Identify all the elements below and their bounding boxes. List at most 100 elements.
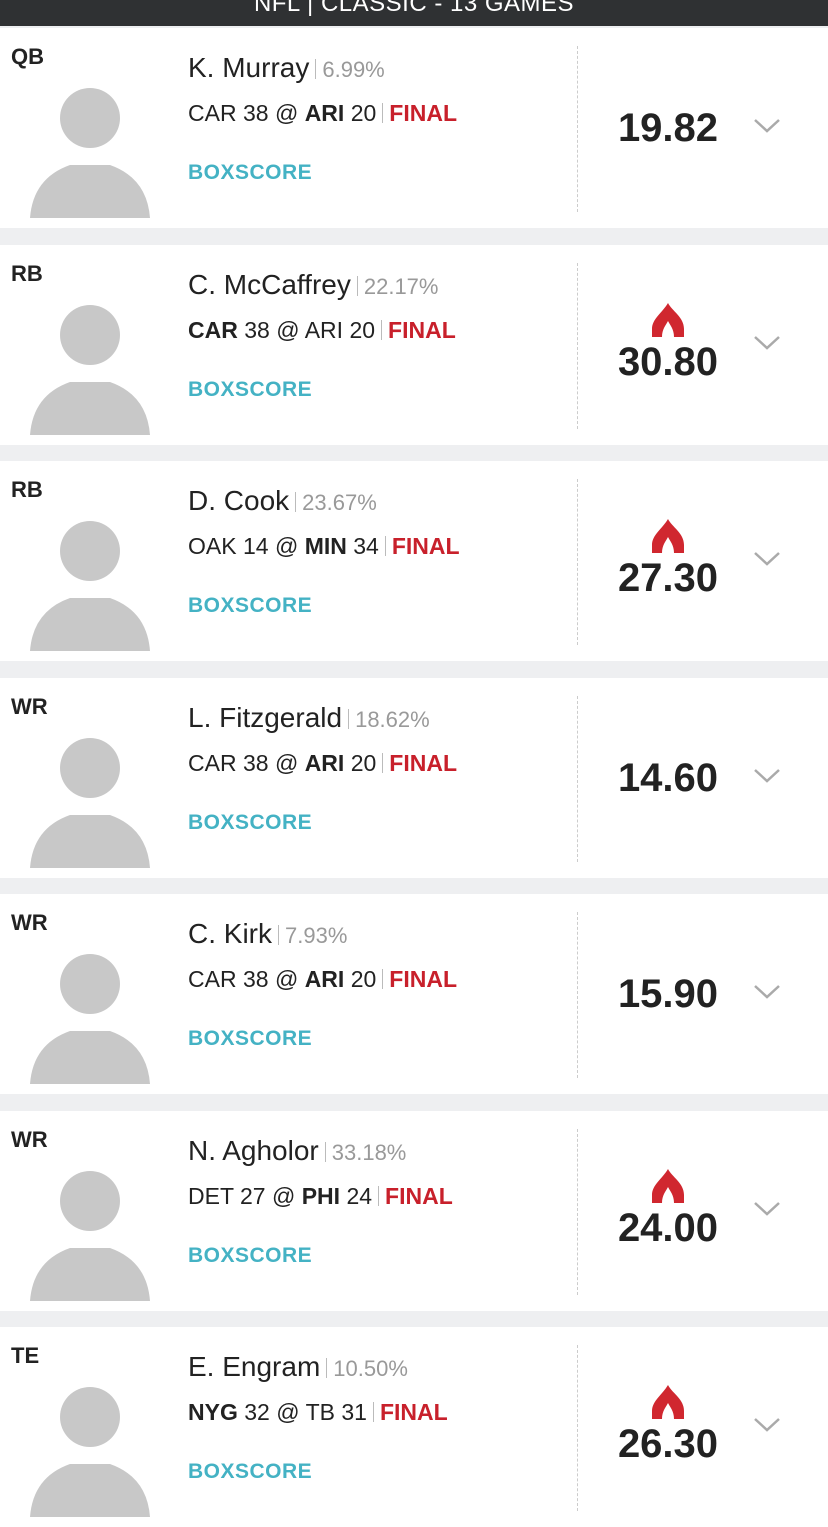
separator [382,752,384,773]
separator [315,59,317,79]
divider [577,912,578,1078]
game-home-team: ARI [304,316,344,343]
game-away-team: CAR [188,316,238,343]
game-line: CAR 38 @ ARI 20 FINAL [188,317,456,344]
game-away-team: OAK [188,533,237,559]
fantasy-points: 27.30 [617,556,719,600]
separator [384,536,386,556]
player-row: WR L. Fitzgerald 18.62% CAR 38 @ ARI 20 FINA… [0,677,828,878]
position: RB [11,477,43,502]
expand-chevron[interactable] [752,116,782,141]
boxscore-link[interactable]: BOXSCORE [188,810,313,834]
game-at: @ [274,100,299,126]
boxscore-link[interactable]: BOXSCORE [188,161,313,184]
player-photo [25,723,155,868]
player-name-line: E. Engram 10.50% [188,1351,408,1383]
expand-chevron[interactable] [752,982,782,1007]
divider [577,695,578,862]
player-name-line: L. Fitzgerald 18.62% [188,702,430,734]
game-line: NYG 32 @ TB 31 FINAL [188,1399,448,1426]
separator [324,1141,326,1162]
game-at: @ [274,533,299,559]
fantasy-points: 30.80 [617,339,719,384]
expand-chevron[interactable] [752,333,782,358]
ownership: 10.50% [333,1356,408,1381]
position: RB [11,260,43,286]
ownership: 18.62% [355,706,430,732]
position: WR [11,910,48,935]
position: WR [11,693,48,719]
separator [356,275,358,296]
game-line: DET 27 @ PHI 24 FINAL [188,1183,453,1210]
expand-chevron[interactable] [752,766,782,791]
game-line: CAR 38 @ ARI 20 FINAL [188,966,457,993]
position: WR [11,1126,48,1152]
boxscore-link[interactable]: BOXSCORE [188,594,313,617]
separator [326,1358,328,1378]
game-line: OAK 14 @ MIN 34 FINAL [188,533,460,560]
player-name: D. Cook [188,485,290,516]
fantasy-points: 19.82 [617,106,719,150]
expand-chevron[interactable] [752,1199,782,1224]
game-away-score: 14 [242,533,269,559]
player-name-line: C. Kirk 7.93% [188,918,347,950]
game-away-team: CAR [188,100,237,126]
game-at: @ [274,966,299,992]
game-home-score: 24 [346,1182,373,1209]
game-status: FINAL [391,533,460,559]
separator [382,969,384,989]
game-away-score: 38 [242,100,269,126]
player-row: RB D. Cook 23.67% OAK 14 @ MIN 34 FINAL BOXSC… [0,461,828,661]
game-home-team: ARI [304,966,345,992]
ownership: 33.18% [331,1139,407,1165]
divider [577,262,578,429]
game-away-score: 38 [244,316,270,343]
game-at: @ [276,1399,300,1425]
player-name: C. McCaffrey [188,268,351,300]
expand-chevron[interactable] [752,549,782,574]
divider [577,1345,578,1511]
game-at: @ [276,316,300,343]
player-name-line: K. Murray 6.99% [188,52,385,84]
game-at: @ [271,1182,296,1209]
player-row: QB K. Murray 6.99% CAR 38 @ ARI 20 FINAL BOXS… [0,28,828,228]
game-at: @ [274,749,299,776]
separator [278,925,279,945]
expand-chevron[interactable] [752,1415,782,1440]
game-home-score: 34 [353,533,379,559]
player-name-line: N. Agholor 33.18% [188,1135,406,1167]
player-name: N. Agholor [188,1134,319,1166]
separator [382,103,384,123]
game-status: FINAL [385,1182,453,1209]
player-photo [25,73,155,218]
game-home-team: PHI [301,1182,341,1209]
ownership: 6.99% [322,57,385,82]
boxscore-link[interactable]: BOXSCORE [188,1243,313,1267]
player-row: TE E. Engram 10.50% NYG 32 @ TB 31 FINAL BOXS… [0,1327,828,1527]
game-line: CAR 38 @ ARI 20 FINAL [188,750,457,777]
game-home-score: 20 [350,966,377,992]
position: TE [11,1343,40,1368]
game-away-score: 38 [242,749,269,776]
game-away-team: NYG [188,1399,238,1425]
divider [577,1128,578,1295]
game-home-score: 31 [341,1399,367,1425]
position: QB [11,44,44,69]
game-away-score: 27 [239,1182,266,1209]
fantasy-points: 26.30 [617,1422,719,1466]
game-away-score: 32 [244,1399,270,1425]
ownership: 23.67% [302,490,377,515]
player-name: L. Fitzgerald [188,701,343,733]
game-home-team: ARI [304,749,345,776]
ownership: 7.93% [285,923,348,948]
separator [378,1185,380,1206]
player-row: WR N. Agholor 33.18% DET 27 @ PHI 24 FINAL BO… [0,1110,828,1311]
game-away-score: 38 [242,966,269,992]
game-status: FINAL [389,966,458,992]
boxscore-link[interactable]: BOXSCORE [188,377,313,401]
boxscore-link[interactable]: BOXSCORE [188,1460,313,1483]
boxscore-link[interactable]: BOXSCORE [188,1027,313,1050]
hot-icon [650,302,686,342]
player-row: RB C. McCaffrey 22.17% CAR 38 @ ARI 20 FINAL… [0,244,828,445]
